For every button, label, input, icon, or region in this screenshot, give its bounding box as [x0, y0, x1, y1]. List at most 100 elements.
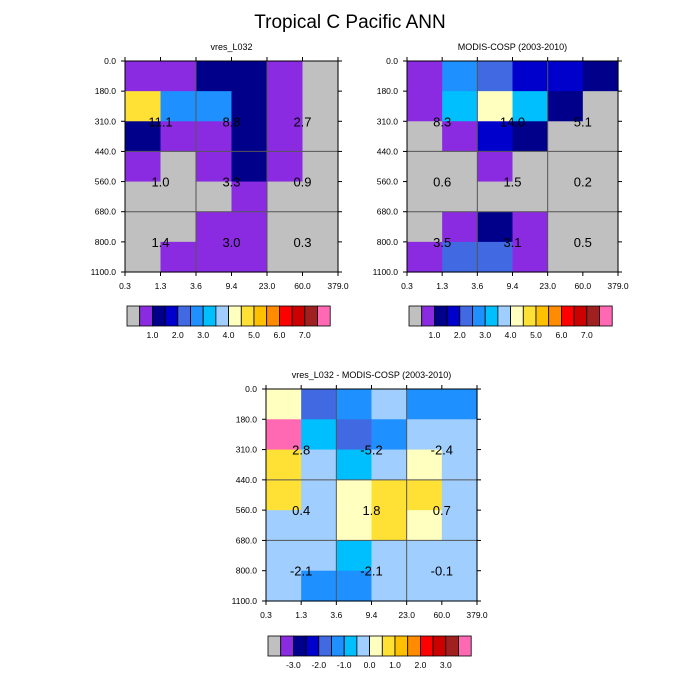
y-tick-label: 800.0 [95, 237, 117, 247]
x-tick-label: 9.4 [366, 610, 378, 620]
heatmap-cell [336, 540, 373, 572]
heatmap-cell [160, 241, 197, 273]
heatmap-cell [441, 540, 478, 572]
colorbar-label: 3.0 [197, 330, 209, 340]
y-tick-label: 180.0 [95, 86, 117, 96]
cell-value-label: -2.4 [431, 443, 453, 458]
cell-value-label: 8.8 [222, 114, 240, 129]
heatmap-cell [125, 61, 162, 92]
colorbar-swatch [343, 635, 358, 657]
heatmap-cell [371, 419, 408, 451]
heatmap-cell [442, 211, 478, 243]
y-tick-label: 310.0 [95, 116, 117, 126]
colorbar-label: -2.0 [311, 660, 326, 670]
heatmap-cell [442, 121, 478, 153]
y-tick-label: 0.0 [386, 56, 398, 66]
heatmap-cell [441, 449, 478, 481]
heatmap-cell [266, 419, 302, 451]
colorbar-swatch [459, 305, 473, 327]
colorbar-swatch [305, 635, 320, 657]
heatmap-cell [231, 121, 268, 153]
cell-value-label: 14.0 [500, 114, 525, 129]
colorbar-label: 1.0 [389, 660, 401, 670]
colorbar-swatch [446, 305, 461, 327]
heatmap-cell [371, 570, 408, 602]
heatmap-cell [441, 570, 478, 602]
x-tick-label: 379.0 [607, 281, 629, 291]
cell-value-label: 8.3 [433, 114, 451, 129]
cell-value-label: -5.2 [360, 443, 382, 458]
colorbar-label: 0.0 [364, 660, 376, 670]
x-tick-label: 1.3 [436, 281, 448, 291]
cell-value-label: 11.1 [148, 114, 172, 129]
y-tick-label: 680.0 [377, 207, 399, 217]
colorbar-swatch [278, 305, 293, 327]
heatmap-cell [336, 389, 373, 420]
cell-value-label: 2.7 [293, 114, 311, 129]
y-tick-label: 560.0 [377, 177, 399, 187]
y-tick-label: 440.0 [236, 475, 258, 485]
colorbar-swatch [599, 305, 613, 327]
colorbar-swatch [228, 305, 242, 327]
cell-value-label: -2.1 [290, 564, 312, 579]
heatmap-cell [512, 211, 549, 243]
heatmap-cell [441, 419, 478, 451]
x-tick-label: 23.0 [259, 281, 276, 291]
heatmap-cell [302, 181, 339, 213]
heatmap-cell [406, 419, 443, 451]
cell-value-label: 0.2 [574, 175, 592, 190]
colorbar-swatch [510, 305, 524, 327]
heatmap-cell [267, 151, 304, 183]
y-tick-label: 1100.0 [373, 267, 399, 277]
heatmap-cell [512, 181, 549, 213]
heatmap-cell [302, 91, 339, 122]
colorbar-swatch [419, 635, 434, 657]
heatmap-panel-1: vres_L032 11.1 8.8 2.7 1.0 3.3 0.9 1.4 3.0 0.3 0.3… [91, 42, 349, 340]
heatmap-cell [231, 181, 268, 213]
heatmap-cell [442, 151, 478, 183]
colorbar-swatch [548, 305, 562, 327]
heatmap-cell [407, 151, 443, 183]
heatmap-panel-3: vres_L032 - MODIS-COSP (2003-2010) 2.8 -5.… [232, 370, 488, 670]
y-tick-label: 800.0 [377, 237, 399, 247]
heatmap-cell [371, 389, 408, 420]
heatmap-cell [441, 479, 478, 511]
colorbar-swatch [177, 305, 191, 327]
heatmap-cell [302, 151, 339, 183]
heatmap-cell [267, 241, 304, 273]
colorbar-swatch [202, 305, 217, 327]
heatmap-cell [477, 151, 514, 183]
colorbar-swatch [586, 305, 600, 327]
heatmap-cell [442, 241, 478, 273]
heatmap-cell [267, 91, 304, 122]
heatmap-cell [512, 151, 549, 183]
heatmap-cell [442, 91, 478, 122]
heatmap-cell [231, 91, 268, 122]
colorbar-label: 3.0 [479, 330, 491, 340]
heatmap-cell [442, 181, 478, 213]
heatmap-cell [266, 389, 302, 420]
y-tick-label: 800.0 [236, 566, 258, 576]
cell-value-label: 1.8 [362, 503, 380, 518]
heatmap-cell [231, 211, 268, 243]
heatmap-cell [125, 241, 162, 273]
heatmap-cell [301, 449, 337, 481]
heatmap-cell [512, 241, 549, 273]
heatmap-cell [406, 389, 443, 420]
heatmap-cell [302, 241, 339, 273]
heatmap-cell [477, 91, 514, 122]
colorbar-label: 4.0 [505, 330, 517, 340]
heatmap-cell [266, 510, 302, 542]
heatmap-cell [266, 570, 302, 602]
colorbar-swatch [267, 635, 282, 657]
heatmap-panel-2: MODIS-COSP (2003-2010) 8.3 14.0 5.1 0.6 1.5 0.… [373, 42, 629, 340]
heatmap-cell [582, 91, 619, 122]
heatmap-cell [336, 479, 373, 511]
heatmap-cell [547, 151, 584, 183]
colorbar-swatch [356, 635, 370, 657]
heatmap-cell [125, 91, 162, 122]
y-tick-label: 0.0 [245, 384, 257, 394]
heatmap-cell [547, 241, 584, 273]
x-tick-label: 60.0 [575, 281, 592, 291]
heatmap-cell [301, 510, 337, 542]
